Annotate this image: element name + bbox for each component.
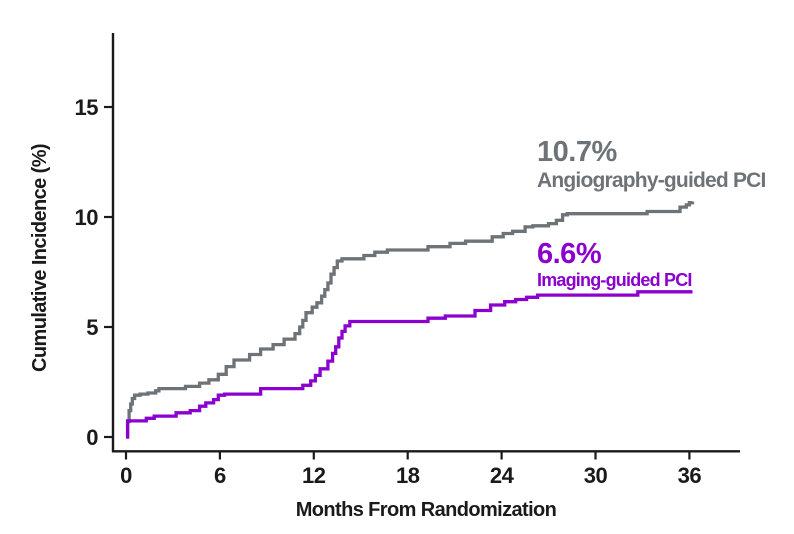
series-angiography: [125, 201, 695, 439]
x-tick-label: 6: [214, 463, 226, 488]
imaging-curve: [125, 290, 693, 439]
y-axis-title: Cumulative Incidence (%): [29, 144, 51, 372]
series-imaging: [125, 290, 693, 439]
x-tick-label: 12: [302, 463, 326, 488]
y-tick-label: 10: [75, 205, 99, 230]
x-axis-title: Months From Randomization: [296, 499, 557, 521]
angiography-curve: [125, 201, 695, 439]
x-tick-label: 30: [584, 463, 608, 488]
x-axis: 0 6 12 18 24 30 36: [112, 450, 740, 488]
x-tick-label: 18: [396, 463, 420, 488]
x-tick-label: 24: [490, 463, 515, 488]
imaging-percent-label: 6.6%: [537, 238, 602, 270]
imaging-series-label: Imaging-guided PCI: [537, 270, 692, 290]
angiography-series-label: Angiography-guided PCI: [537, 169, 766, 192]
y-tick-label: 15: [75, 95, 99, 120]
angiography-percent-label: 10.7%: [537, 136, 617, 168]
y-tick-label: 0: [86, 425, 98, 450]
x-tick-label: 0: [120, 463, 132, 488]
x-tick-label: 36: [678, 463, 702, 488]
y-tick-label: 5: [86, 315, 98, 340]
y-axis: 0 5 10 15: [75, 33, 115, 452]
